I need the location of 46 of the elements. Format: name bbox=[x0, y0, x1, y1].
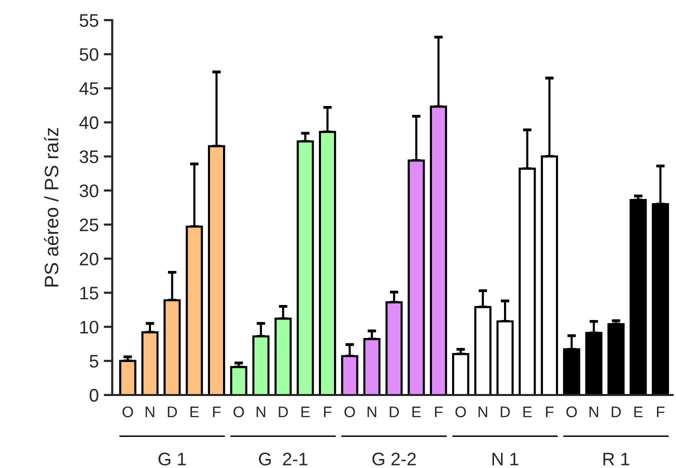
text: R 1 bbox=[603, 452, 630, 466]
x-tick-label: F bbox=[657, 406, 664, 418]
bar bbox=[607, 323, 625, 395]
text: G 2-1 bbox=[258, 452, 308, 466]
y-tick-label: 45 bbox=[79, 82, 98, 95]
x-tick-label: E bbox=[634, 406, 643, 418]
x-tick-label: N bbox=[256, 406, 266, 418]
text: G 1 bbox=[158, 452, 186, 466]
x-tick-label: F bbox=[324, 406, 332, 418]
x-tick-label: F bbox=[213, 406, 221, 418]
y-tick-label: 10 bbox=[80, 320, 98, 334]
x-tick-label: E bbox=[190, 406, 199, 418]
x-tick-label: N bbox=[590, 406, 598, 418]
x-tick-label: N bbox=[368, 406, 376, 418]
x-tick-label: E bbox=[301, 406, 310, 418]
y-tick-label: 15 bbox=[80, 286, 98, 300]
x-tick-label: F bbox=[546, 406, 554, 418]
x-tick-label: O bbox=[455, 406, 466, 418]
x-tick-label: O bbox=[234, 406, 244, 418]
x-tick-label: D bbox=[500, 406, 510, 418]
x-tick-label: D bbox=[612, 406, 621, 418]
y-tick-label: 0 bbox=[90, 388, 98, 402]
y-tick-label: 40 bbox=[79, 116, 98, 130]
x-tick-label: E bbox=[412, 406, 421, 418]
y-tick-label: 20 bbox=[80, 252, 98, 266]
x-tick-label: N bbox=[146, 406, 154, 418]
text: N 1 bbox=[492, 452, 518, 466]
text: G 2-2 bbox=[372, 452, 416, 466]
x-tick-label: O bbox=[122, 406, 133, 418]
y-axis-title: PS aéreo / PS raíz bbox=[44, 128, 58, 286]
y-tick-label: 25 bbox=[80, 218, 98, 232]
x-tick-label: O bbox=[566, 406, 577, 418]
x-tick-label: F bbox=[435, 406, 443, 418]
x-tick-label: N bbox=[478, 406, 488, 418]
y-tick-label: 35 bbox=[80, 150, 98, 164]
x-tick-label: D bbox=[168, 406, 177, 418]
x-tick-label: D bbox=[390, 406, 399, 418]
bar bbox=[119, 360, 136, 395]
x-tick-label: E bbox=[523, 406, 532, 418]
bar bbox=[452, 353, 470, 395]
y-tick-label: 50 bbox=[80, 48, 98, 61]
y-tick-label: 5 bbox=[90, 355, 98, 368]
y-tick-label: 55 bbox=[80, 14, 98, 27]
x-tick-label: O bbox=[344, 406, 355, 418]
x-tick-label: D bbox=[278, 406, 288, 418]
y-tick-label: 30 bbox=[80, 184, 98, 198]
